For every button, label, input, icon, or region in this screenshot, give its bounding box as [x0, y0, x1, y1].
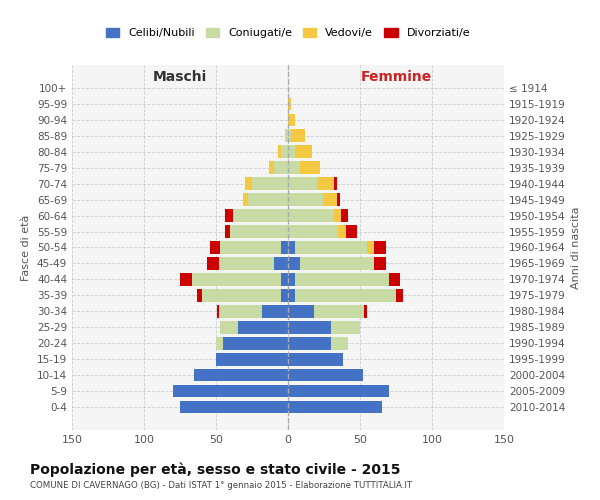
Bar	[288, 178, 317, 190]
Bar	[252, 178, 288, 190]
Bar	[197, 289, 202, 302]
Bar	[317, 178, 334, 190]
Bar	[208, 257, 219, 270]
Bar	[238, 321, 288, 334]
Bar	[223, 337, 288, 349]
Bar	[210, 242, 220, 254]
Bar	[299, 162, 320, 174]
Bar	[314, 305, 364, 318]
Bar	[341, 210, 349, 222]
Bar	[337, 194, 340, 206]
Y-axis label: Fasce di età: Fasce di età	[22, 214, 31, 280]
Bar	[274, 257, 288, 270]
Text: Popolazione per età, sesso e stato civile - 2015: Popolazione per età, sesso e stato civil…	[30, 462, 401, 477]
Bar	[191, 273, 281, 285]
Bar	[180, 401, 288, 413]
Bar	[288, 337, 331, 349]
Bar	[217, 305, 219, 318]
Bar	[278, 146, 281, 158]
Bar	[364, 305, 367, 318]
Text: Maschi: Maschi	[153, 70, 207, 84]
Bar	[216, 337, 223, 349]
Bar	[244, 194, 248, 206]
Bar	[295, 146, 313, 158]
Bar	[288, 401, 382, 413]
Bar	[220, 321, 238, 334]
Bar	[281, 273, 288, 285]
Bar	[274, 162, 288, 174]
Bar	[389, 273, 400, 285]
Bar	[295, 289, 396, 302]
Bar	[346, 226, 357, 238]
Bar	[219, 257, 274, 270]
Bar	[288, 210, 334, 222]
Bar	[288, 321, 331, 334]
Bar	[331, 337, 349, 349]
Text: Femmine: Femmine	[361, 70, 431, 84]
Bar	[281, 146, 288, 158]
Bar	[288, 130, 291, 142]
Bar	[288, 273, 295, 285]
Bar	[224, 210, 233, 222]
Bar	[219, 305, 262, 318]
Bar	[180, 273, 191, 285]
Bar	[269, 162, 274, 174]
Bar	[288, 289, 295, 302]
Bar	[288, 226, 338, 238]
Bar	[233, 210, 288, 222]
Bar	[220, 242, 281, 254]
Y-axis label: Anni di nascita: Anni di nascita	[571, 206, 581, 289]
Bar	[202, 289, 281, 302]
Bar	[173, 385, 288, 398]
Bar	[323, 194, 337, 206]
Bar	[281, 289, 288, 302]
Bar	[288, 305, 314, 318]
Bar	[331, 321, 360, 334]
Bar	[396, 289, 403, 302]
Bar	[295, 242, 367, 254]
Bar	[338, 226, 346, 238]
Bar	[367, 242, 374, 254]
Bar	[288, 369, 363, 382]
Bar	[262, 305, 288, 318]
Bar	[194, 369, 288, 382]
Bar	[224, 226, 230, 238]
Bar	[288, 162, 299, 174]
Bar	[334, 178, 337, 190]
Bar	[281, 242, 288, 254]
Text: COMUNE DI CAVERNAGO (BG) - Dati ISTAT 1° gennaio 2015 - Elaborazione TUTTITALIA.: COMUNE DI CAVERNAGO (BG) - Dati ISTAT 1°…	[30, 481, 412, 490]
Bar	[216, 353, 288, 366]
Bar	[299, 257, 374, 270]
Bar	[288, 98, 291, 110]
Bar	[288, 385, 389, 398]
Bar	[248, 194, 288, 206]
Bar	[288, 194, 323, 206]
Bar	[334, 210, 341, 222]
Bar	[245, 178, 252, 190]
Bar	[288, 242, 295, 254]
Bar	[374, 242, 386, 254]
Bar	[288, 353, 343, 366]
Bar	[291, 130, 305, 142]
Bar	[295, 273, 389, 285]
Bar	[230, 226, 288, 238]
Bar	[288, 257, 299, 270]
Bar	[285, 130, 288, 142]
Legend: Celibi/Nubili, Coniugati/e, Vedovi/e, Divorziati/e: Celibi/Nubili, Coniugati/e, Vedovi/e, Di…	[101, 23, 475, 43]
Bar	[288, 114, 295, 126]
Bar	[374, 257, 386, 270]
Bar	[288, 146, 295, 158]
